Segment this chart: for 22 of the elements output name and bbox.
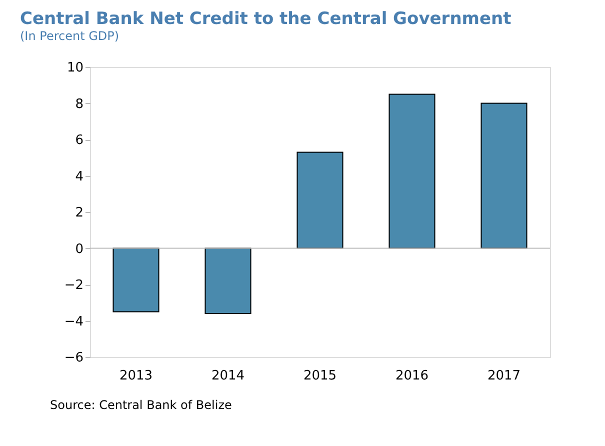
bar — [296, 152, 344, 249]
y-tick-label: 0 — [75, 242, 84, 257]
y-tick-label: −2 — [64, 278, 84, 293]
y-tick-label: 10 — [66, 60, 84, 76]
bar — [112, 248, 160, 312]
y-tick-label: 2 — [75, 206, 84, 220]
x-tick-label: 2014 — [211, 368, 245, 384]
x-tick-label: 2017 — [487, 368, 521, 384]
chart-subtitle: (In Percent GDP) — [20, 29, 120, 43]
x-tick-label: 2015 — [303, 368, 337, 384]
y-tick-label: −6 — [64, 350, 84, 366]
bar — [480, 102, 528, 249]
bar — [204, 248, 252, 314]
source-note: Source: Central Bank of Belize — [50, 398, 232, 412]
y-tick-label: 6 — [75, 133, 84, 148]
y-tick-label: 8 — [75, 96, 84, 112]
y-tick-label: −4 — [64, 314, 84, 330]
x-tick-label: 2013 — [119, 368, 153, 384]
chart-title: Central Bank Net Credit to the Central Government — [20, 9, 512, 29]
bar — [388, 94, 436, 249]
x-tick-label: 2016 — [395, 368, 429, 384]
y-tick-label: 4 — [75, 169, 84, 184]
